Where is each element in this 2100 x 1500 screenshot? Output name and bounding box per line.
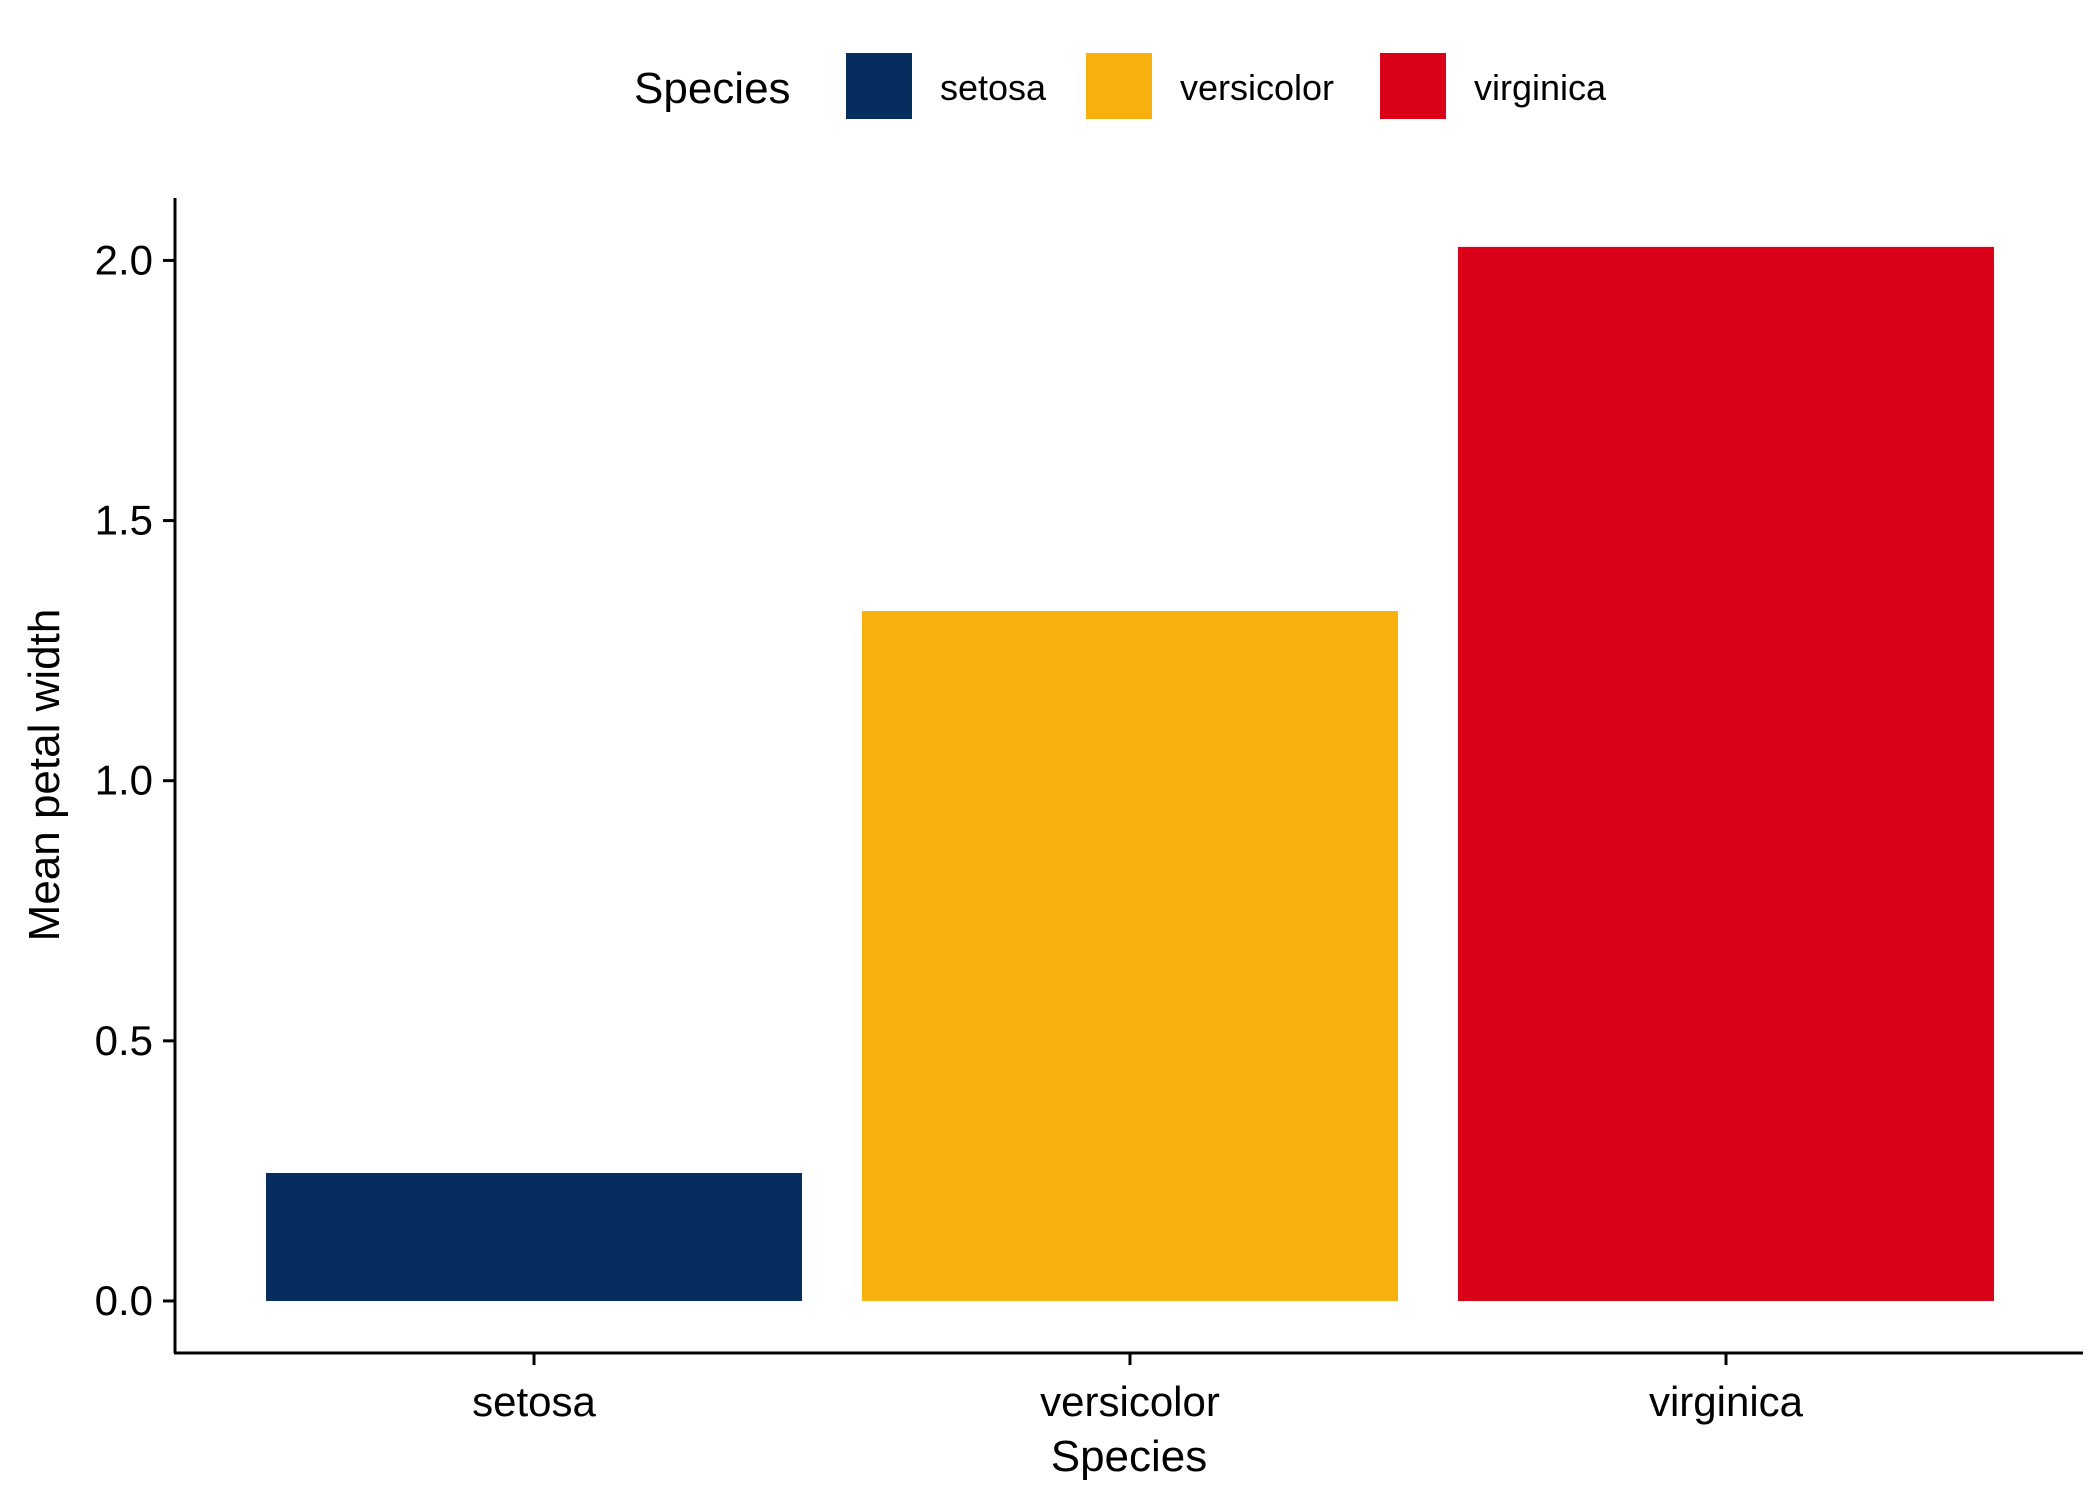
y-tick-label-1.0: 1.0: [95, 757, 153, 804]
bar-setosa: [266, 1172, 802, 1301]
bar-versicolor: [862, 611, 1398, 1301]
legend-key-versicolor: [1086, 53, 1152, 119]
x-tick-label-virginica: virginica: [1649, 1378, 1804, 1425]
plot-area: setosa versicolor virginica 0.0 0.5 1.0 1.5 2.0: [95, 236, 1994, 1425]
x-tick-label-setosa: setosa: [472, 1378, 596, 1425]
axes: [173, 198, 2083, 1355]
legend-title: Species: [634, 64, 791, 113]
legend-label-versicolor: versicolor: [1180, 67, 1334, 108]
y-axis-title: Mean petal width: [20, 609, 69, 942]
y-tick-label-0.5: 0.5: [95, 1017, 153, 1064]
y-tick-label-2.0: 2.0: [95, 236, 153, 283]
legend: Species setosa versicolor virginica: [634, 53, 1607, 119]
bar-virginica: [1458, 246, 1994, 1301]
x-axis-title: Species: [1051, 1432, 1208, 1481]
x-tick-label-versicolor: versicolor: [1040, 1378, 1220, 1425]
legend-label-setosa: setosa: [940, 67, 1047, 108]
y-tick-label-1.5: 1.5: [95, 497, 153, 544]
legend-key-setosa: [846, 53, 912, 119]
legend-key-virginica: [1380, 53, 1446, 119]
y-tick-label-0.0: 0.0: [95, 1277, 153, 1324]
legend-label-virginica: virginica: [1474, 67, 1607, 108]
